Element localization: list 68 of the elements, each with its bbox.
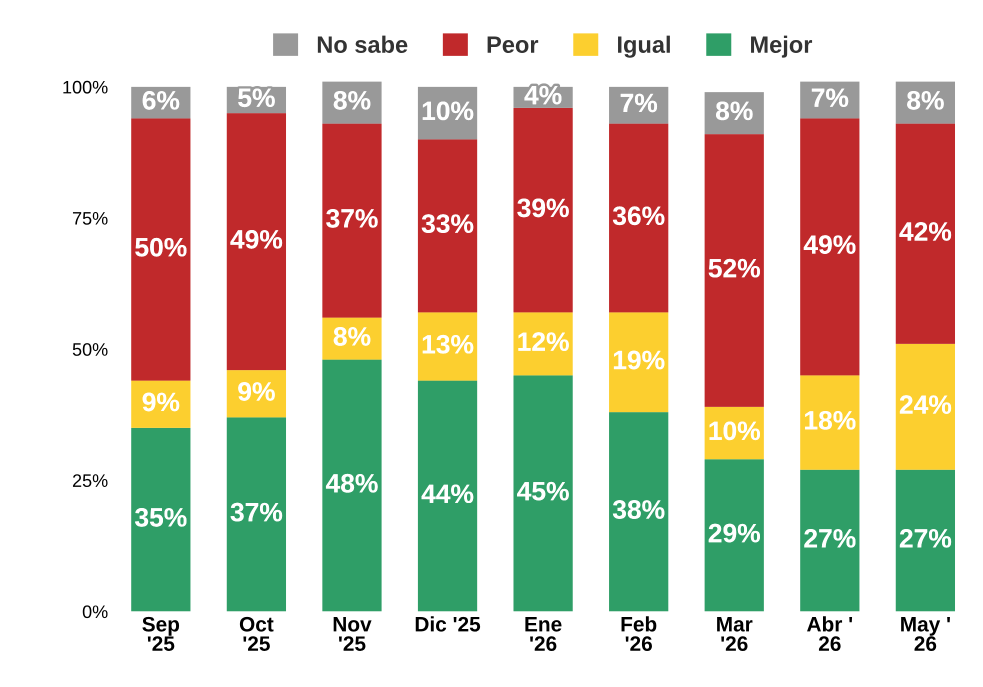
bar: [513, 375, 573, 612]
data-label: 8%: [334, 327, 370, 346]
x-tick-label: Mar '26: [717, 617, 752, 652]
data-label: 10%: [422, 102, 474, 120]
legend-label: Mejor: [751, 36, 812, 58]
data-label: 37%: [230, 502, 282, 522]
y-tick-label: 0%: [82, 605, 108, 618]
data-label: 29%: [708, 524, 760, 542]
bar: [226, 113, 286, 370]
legend-label: Peor: [488, 36, 538, 53]
data-label: 39%: [517, 198, 569, 218]
bar: [418, 380, 478, 612]
x-tick-label: Feb '26: [622, 616, 656, 652]
data-label: 4%: [524, 86, 562, 104]
data-label: 18%: [805, 410, 856, 430]
legend-label: No sabe: [318, 36, 408, 53]
x-tick-label: Dic '25: [416, 616, 480, 632]
data-label: 27%: [900, 529, 952, 548]
data-label: 7%: [620, 94, 658, 112]
bar: [896, 124, 956, 344]
x-tick-label: Oct '25: [240, 616, 274, 652]
bar: [322, 360, 382, 612]
data-label: 12%: [518, 332, 569, 351]
bar: [131, 428, 190, 612]
y-tick-label: 50%: [72, 343, 108, 356]
bar: [609, 412, 668, 612]
bar: [704, 134, 764, 407]
y-tick-label: 100%: [63, 80, 108, 94]
data-label: 24%: [900, 395, 952, 414]
data-label: 9%: [238, 382, 275, 401]
data-label: 35%: [135, 508, 187, 527]
data-label: 33%: [422, 214, 474, 233]
bar: [800, 118, 860, 376]
data-label: 50%: [135, 238, 187, 257]
data-label: 49%: [804, 235, 856, 254]
data-label: 19%: [614, 350, 664, 370]
x-tick-label: Ene '26: [525, 617, 562, 652]
data-label: 8%: [334, 91, 370, 110]
bar: [226, 417, 286, 612]
y-tick-label: 25%: [72, 474, 108, 488]
data-label: 5%: [238, 88, 275, 108]
data-label: 13%: [422, 334, 474, 354]
data-label: 49%: [230, 230, 282, 249]
x-tick-label: Nov '25: [334, 617, 372, 652]
data-label: 37%: [326, 209, 378, 228]
data-label: 42%: [899, 222, 952, 241]
legend-label: Igual: [618, 36, 670, 58]
bar: [322, 124, 382, 318]
y-tick-label: 75%: [72, 212, 108, 225]
data-label: 7%: [812, 88, 848, 108]
bar: [609, 124, 668, 312]
data-label: 27%: [804, 529, 856, 548]
bar: [131, 118, 190, 381]
data-label: 9%: [142, 392, 180, 412]
x-tick-label: Abr ' 26: [807, 616, 852, 652]
data-label: 38%: [612, 500, 664, 519]
data-label: 10%: [710, 421, 760, 440]
data-label: 36%: [612, 206, 664, 226]
x-tick-label: Sep '25: [142, 616, 180, 652]
data-label: 6%: [142, 91, 180, 110]
data-label: 8%: [907, 91, 944, 110]
data-label: 52%: [708, 258, 760, 278]
bar: [513, 108, 573, 312]
data-label: 48%: [326, 474, 378, 493]
data-label: 45%: [517, 482, 569, 500]
data-label: 44%: [422, 484, 474, 504]
data-label: 8%: [716, 102, 753, 120]
x-tick-label: May ' 26: [901, 617, 950, 652]
